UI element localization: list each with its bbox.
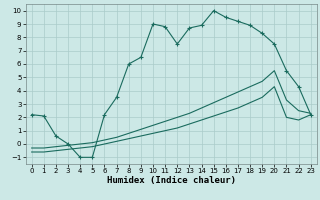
X-axis label: Humidex (Indice chaleur): Humidex (Indice chaleur) [107,176,236,185]
